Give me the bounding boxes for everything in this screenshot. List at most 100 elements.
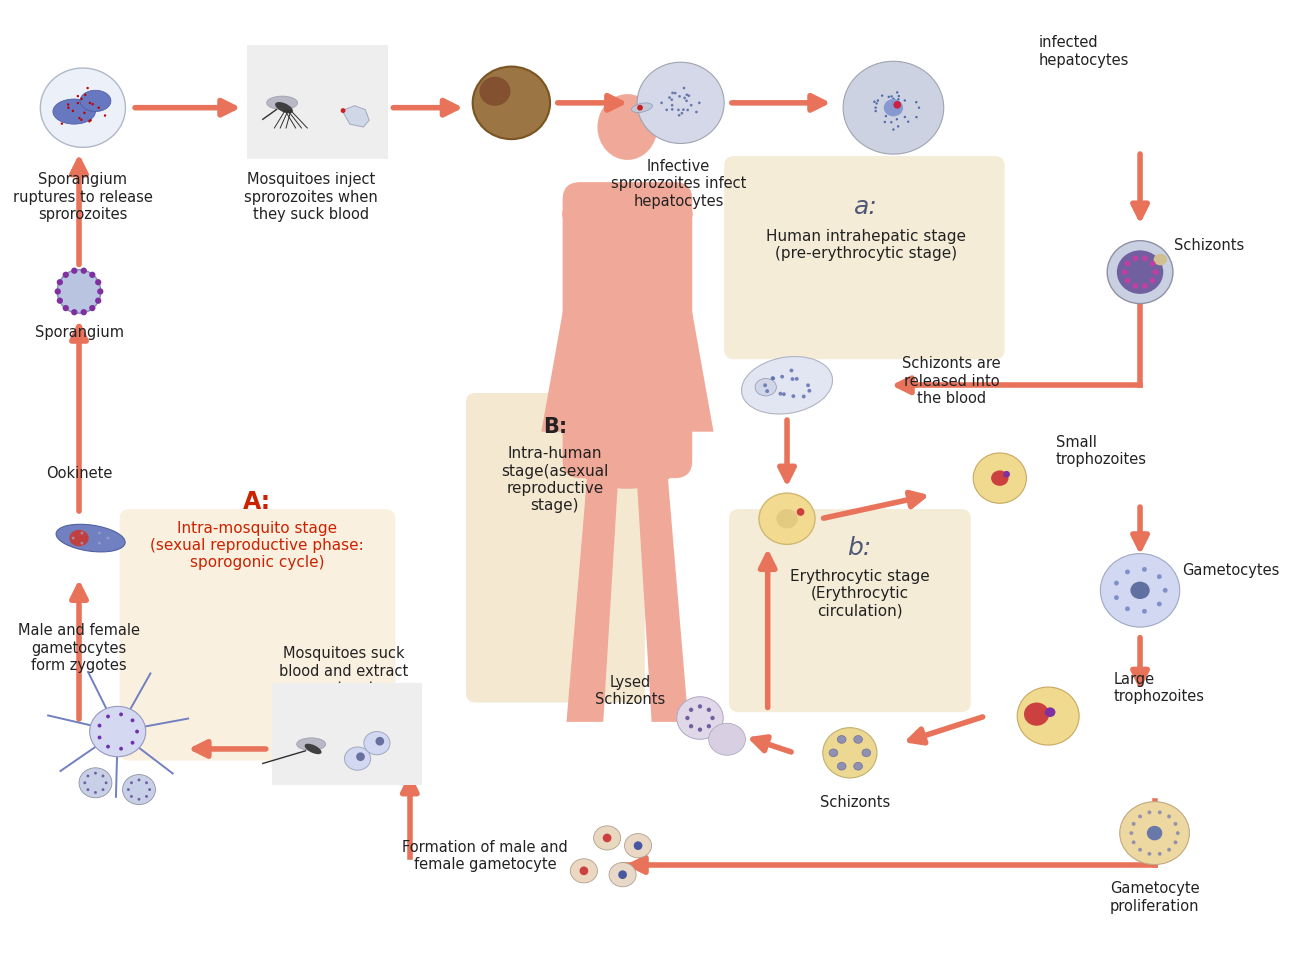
- Ellipse shape: [685, 716, 690, 720]
- Ellipse shape: [1167, 815, 1171, 818]
- Text: Infective
sprorozoites infect
hepatocytes: Infective sprorozoites infect hepatocyte…: [611, 159, 747, 209]
- Ellipse shape: [685, 99, 688, 102]
- Ellipse shape: [130, 740, 134, 744]
- Ellipse shape: [67, 103, 70, 106]
- Ellipse shape: [797, 508, 805, 516]
- Ellipse shape: [89, 305, 95, 311]
- FancyBboxPatch shape: [724, 156, 1005, 360]
- Ellipse shape: [1018, 687, 1080, 745]
- Ellipse shape: [57, 298, 63, 304]
- Text: Male and female
gametocytes
form zygotes: Male and female gametocytes form zygotes: [18, 623, 141, 673]
- Ellipse shape: [72, 110, 74, 112]
- Ellipse shape: [1024, 703, 1049, 726]
- Ellipse shape: [632, 103, 653, 113]
- Ellipse shape: [771, 376, 775, 381]
- Ellipse shape: [57, 280, 63, 285]
- Ellipse shape: [637, 105, 642, 111]
- Ellipse shape: [618, 870, 627, 879]
- Ellipse shape: [780, 375, 784, 379]
- Ellipse shape: [119, 747, 123, 751]
- Ellipse shape: [94, 791, 97, 794]
- Ellipse shape: [1131, 822, 1135, 826]
- Ellipse shape: [854, 736, 863, 743]
- FancyBboxPatch shape: [729, 509, 971, 712]
- Ellipse shape: [1148, 811, 1152, 815]
- Ellipse shape: [671, 98, 673, 101]
- Ellipse shape: [677, 697, 724, 739]
- Ellipse shape: [1107, 241, 1173, 304]
- Ellipse shape: [1004, 470, 1010, 477]
- Ellipse shape: [86, 87, 89, 90]
- Ellipse shape: [1130, 831, 1134, 835]
- Ellipse shape: [138, 779, 141, 782]
- Ellipse shape: [915, 116, 917, 119]
- Ellipse shape: [63, 272, 68, 278]
- Ellipse shape: [711, 716, 715, 720]
- Ellipse shape: [344, 747, 370, 770]
- Ellipse shape: [808, 388, 811, 392]
- Ellipse shape: [698, 728, 702, 732]
- Ellipse shape: [94, 772, 97, 775]
- Ellipse shape: [677, 109, 680, 111]
- Ellipse shape: [1100, 553, 1180, 628]
- Ellipse shape: [144, 781, 148, 784]
- Text: Human intrahepatic stage
(pre-erythrocytic stage): Human intrahepatic stage (pre-erythrocyt…: [766, 228, 966, 261]
- Ellipse shape: [593, 826, 620, 850]
- Text: Small
trophozoites: Small trophozoites: [1057, 435, 1147, 468]
- Ellipse shape: [1157, 575, 1162, 579]
- Ellipse shape: [89, 272, 95, 278]
- Ellipse shape: [1158, 852, 1162, 856]
- Ellipse shape: [102, 774, 104, 777]
- Ellipse shape: [685, 94, 688, 96]
- Text: Schizonts are
released into
the blood: Schizonts are released into the blood: [902, 357, 1001, 406]
- Ellipse shape: [98, 531, 101, 534]
- Ellipse shape: [267, 96, 298, 110]
- Ellipse shape: [148, 789, 151, 791]
- Ellipse shape: [802, 394, 806, 398]
- Ellipse shape: [76, 94, 79, 97]
- Polygon shape: [566, 469, 619, 722]
- Ellipse shape: [707, 708, 711, 712]
- Ellipse shape: [80, 531, 84, 534]
- Ellipse shape: [67, 106, 70, 109]
- Polygon shape: [636, 469, 689, 722]
- Ellipse shape: [1125, 606, 1130, 611]
- Ellipse shape: [862, 749, 871, 757]
- Ellipse shape: [1176, 831, 1180, 835]
- Ellipse shape: [61, 122, 63, 124]
- Ellipse shape: [102, 789, 104, 791]
- Text: Ookinete: Ookinete: [46, 466, 112, 481]
- Ellipse shape: [57, 270, 101, 313]
- Ellipse shape: [888, 95, 890, 98]
- Ellipse shape: [76, 102, 79, 104]
- Ellipse shape: [886, 110, 889, 113]
- Ellipse shape: [1125, 260, 1130, 266]
- Ellipse shape: [973, 453, 1027, 503]
- Ellipse shape: [123, 775, 155, 805]
- Ellipse shape: [1117, 251, 1164, 294]
- Ellipse shape: [1133, 283, 1138, 289]
- Ellipse shape: [1131, 841, 1135, 844]
- Ellipse shape: [1133, 255, 1138, 261]
- Ellipse shape: [86, 789, 89, 791]
- Polygon shape: [658, 209, 713, 432]
- Ellipse shape: [895, 118, 898, 120]
- Ellipse shape: [660, 101, 663, 104]
- Ellipse shape: [80, 268, 86, 274]
- Ellipse shape: [1122, 269, 1127, 275]
- Ellipse shape: [80, 119, 83, 121]
- Ellipse shape: [98, 724, 102, 728]
- Ellipse shape: [854, 763, 863, 770]
- Ellipse shape: [1115, 580, 1118, 585]
- Ellipse shape: [1142, 609, 1147, 614]
- Ellipse shape: [84, 94, 86, 96]
- Ellipse shape: [1174, 822, 1178, 826]
- Ellipse shape: [107, 537, 110, 540]
- Ellipse shape: [759, 494, 815, 545]
- Text: Mosquitoes suck
blood and extract
gametocytes: Mosquitoes suck blood and extract gameto…: [280, 647, 409, 696]
- Ellipse shape: [1142, 255, 1148, 261]
- Ellipse shape: [903, 99, 906, 101]
- Ellipse shape: [480, 77, 511, 106]
- Ellipse shape: [764, 384, 768, 388]
- Ellipse shape: [80, 542, 84, 545]
